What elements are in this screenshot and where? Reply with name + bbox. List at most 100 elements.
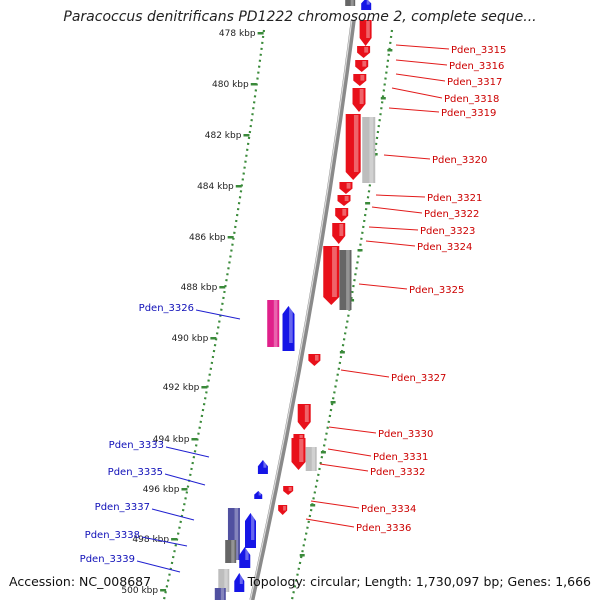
gene-block-gray — [339, 250, 352, 310]
gene-block-lightgray — [362, 117, 376, 183]
gene-block-slate-body — [214, 588, 226, 600]
forward-gene-arrow-body — [337, 195, 351, 206]
gene-label-leader — [165, 446, 210, 458]
forward-gene-arrow-shine — [288, 487, 292, 491]
forward-gene-arrow — [335, 208, 349, 222]
kbp-tick-label: 480 kbp — [212, 80, 249, 90]
gene-label-leader — [395, 44, 450, 50]
forward-gene-arrow — [332, 223, 346, 244]
kbp-tick-label: 496 kbp — [143, 485, 180, 495]
kbp-tick-mark — [201, 386, 208, 389]
accession-text: Accession: NC_008687 — [9, 574, 152, 589]
reverse-gene-arrow-shine — [251, 514, 255, 540]
ruler-dash — [330, 401, 336, 404]
gene-label-leader — [310, 500, 360, 509]
reverse-gene-arrow-body — [245, 513, 256, 548]
gene-label: Pden_3321 — [427, 193, 482, 204]
gene-label-leader — [383, 154, 431, 160]
ruler-dash — [349, 299, 355, 302]
forward-gene-arrow-shine — [283, 506, 286, 511]
gene-label-leader — [305, 518, 355, 528]
gene-label: Pden_3318 — [444, 94, 499, 105]
reverse-gene-arrow-body — [282, 306, 295, 351]
kbp-tick-label: 492 kbp — [163, 383, 200, 393]
forward-gene-arrow — [278, 505, 288, 515]
forward-gene-arrow — [337, 195, 351, 206]
gene-label-leader — [358, 283, 408, 290]
forward-gene-arrow-body — [353, 74, 367, 86]
forward-gene-arrow-shine — [332, 247, 337, 297]
forward-gene-arrow — [297, 404, 311, 430]
gene-label-leader — [388, 107, 440, 113]
forward-gene-arrow-body — [359, 20, 372, 46]
gene-label: Pden_3338 — [85, 530, 140, 541]
reverse-gene-arrow-body — [254, 491, 263, 499]
backbone-layer — [249, 19, 356, 600]
ruler-dash — [299, 554, 305, 557]
forward-gene-arrow-shine — [299, 435, 303, 440]
gene-label-leader — [391, 87, 443, 99]
forward-gene-arrow-shine — [366, 21, 370, 38]
reverse-gene-arrow-shine — [263, 461, 267, 468]
gene-label-leader — [164, 473, 206, 486]
forward-gene-arrow — [323, 246, 340, 305]
gene-block-lightgray — [218, 569, 230, 592]
gene-label: Pden_3325 — [409, 285, 464, 296]
forward-gene-arrow-body — [297, 404, 311, 430]
kbp-tick-label: 484 kbp — [197, 182, 234, 192]
forward-gene-arrow-shine — [344, 196, 349, 202]
kbp-tick-label: 482 kbp — [205, 131, 242, 141]
forward-gene-arrow-body — [352, 88, 366, 112]
gene-block-lightgray-shine — [311, 447, 316, 471]
gene-block-pink-body — [267, 300, 280, 347]
gene-label: Pden_3319 — [441, 108, 496, 119]
kbp-tick-mark — [191, 438, 198, 441]
gene-label-leader — [395, 59, 448, 66]
reverse-gene-arrow — [239, 547, 251, 568]
gene-block-lightgray-body — [218, 569, 230, 592]
gene-label-leader — [327, 448, 372, 457]
kbp-tick-mark — [243, 134, 250, 137]
forward-gene-arrow — [283, 486, 294, 495]
gene-block-lightgray — [305, 447, 317, 471]
reverse-gene-arrow-shine — [245, 548, 249, 560]
forward-gene-arrow — [359, 20, 372, 46]
gene-block-lightgray-body — [305, 447, 317, 471]
gene-block-gray — [225, 540, 237, 563]
forward-gene-arrow-shine — [342, 209, 347, 216]
gene-block-gray-shine — [231, 540, 235, 563]
forward-gene-arrow-shine — [360, 75, 365, 81]
reverse-gene-arrow — [257, 460, 268, 474]
forward-gene-arrow-body — [335, 208, 349, 222]
kbp-tick-label: 500 kbp — [121, 586, 158, 596]
forward-gene-arrow — [355, 60, 369, 72]
forward-gene-arrow — [291, 438, 306, 470]
gene-label-leader — [365, 240, 416, 247]
gene-label-leader — [195, 309, 241, 320]
gene-label: Pden_3316 — [449, 61, 504, 72]
forward-gene-arrow-shine — [299, 439, 304, 462]
ruler-dash — [320, 451, 326, 454]
forward-gene-arrow-shine — [364, 47, 369, 53]
reverse-gene-arrow-shine — [239, 574, 243, 584]
gene-label: Pden_3336 — [356, 523, 411, 534]
gene-block-slate-shine — [234, 508, 239, 560]
reverse-gene-arrow-body — [234, 573, 245, 592]
reverse-gene-arrow-shine — [258, 492, 262, 496]
kbp-tick-label: 498 kbp — [132, 535, 169, 545]
gene-label-leader — [368, 226, 419, 231]
gene-block-gray-body — [345, 0, 356, 6]
kbp-tick-mark — [210, 337, 217, 340]
forward-gene-arrow — [352, 88, 366, 112]
gene-block-lightgray-shine — [224, 569, 228, 592]
gene-label: Pden_3334 — [361, 504, 416, 515]
forward-gene-arrow — [357, 46, 371, 58]
gene-label-leader — [340, 369, 390, 378]
kbp-tick-label: 490 kbp — [172, 334, 209, 344]
forward-gene-arrow-shine — [346, 183, 351, 189]
gene-label: Pden_3323 — [420, 226, 475, 237]
reverse-gene-arrow — [254, 491, 263, 499]
reverse-gene-arrow — [234, 573, 245, 592]
gene-label: Pden_3322 — [424, 209, 479, 220]
forward-gene-arrow-body — [283, 486, 294, 495]
